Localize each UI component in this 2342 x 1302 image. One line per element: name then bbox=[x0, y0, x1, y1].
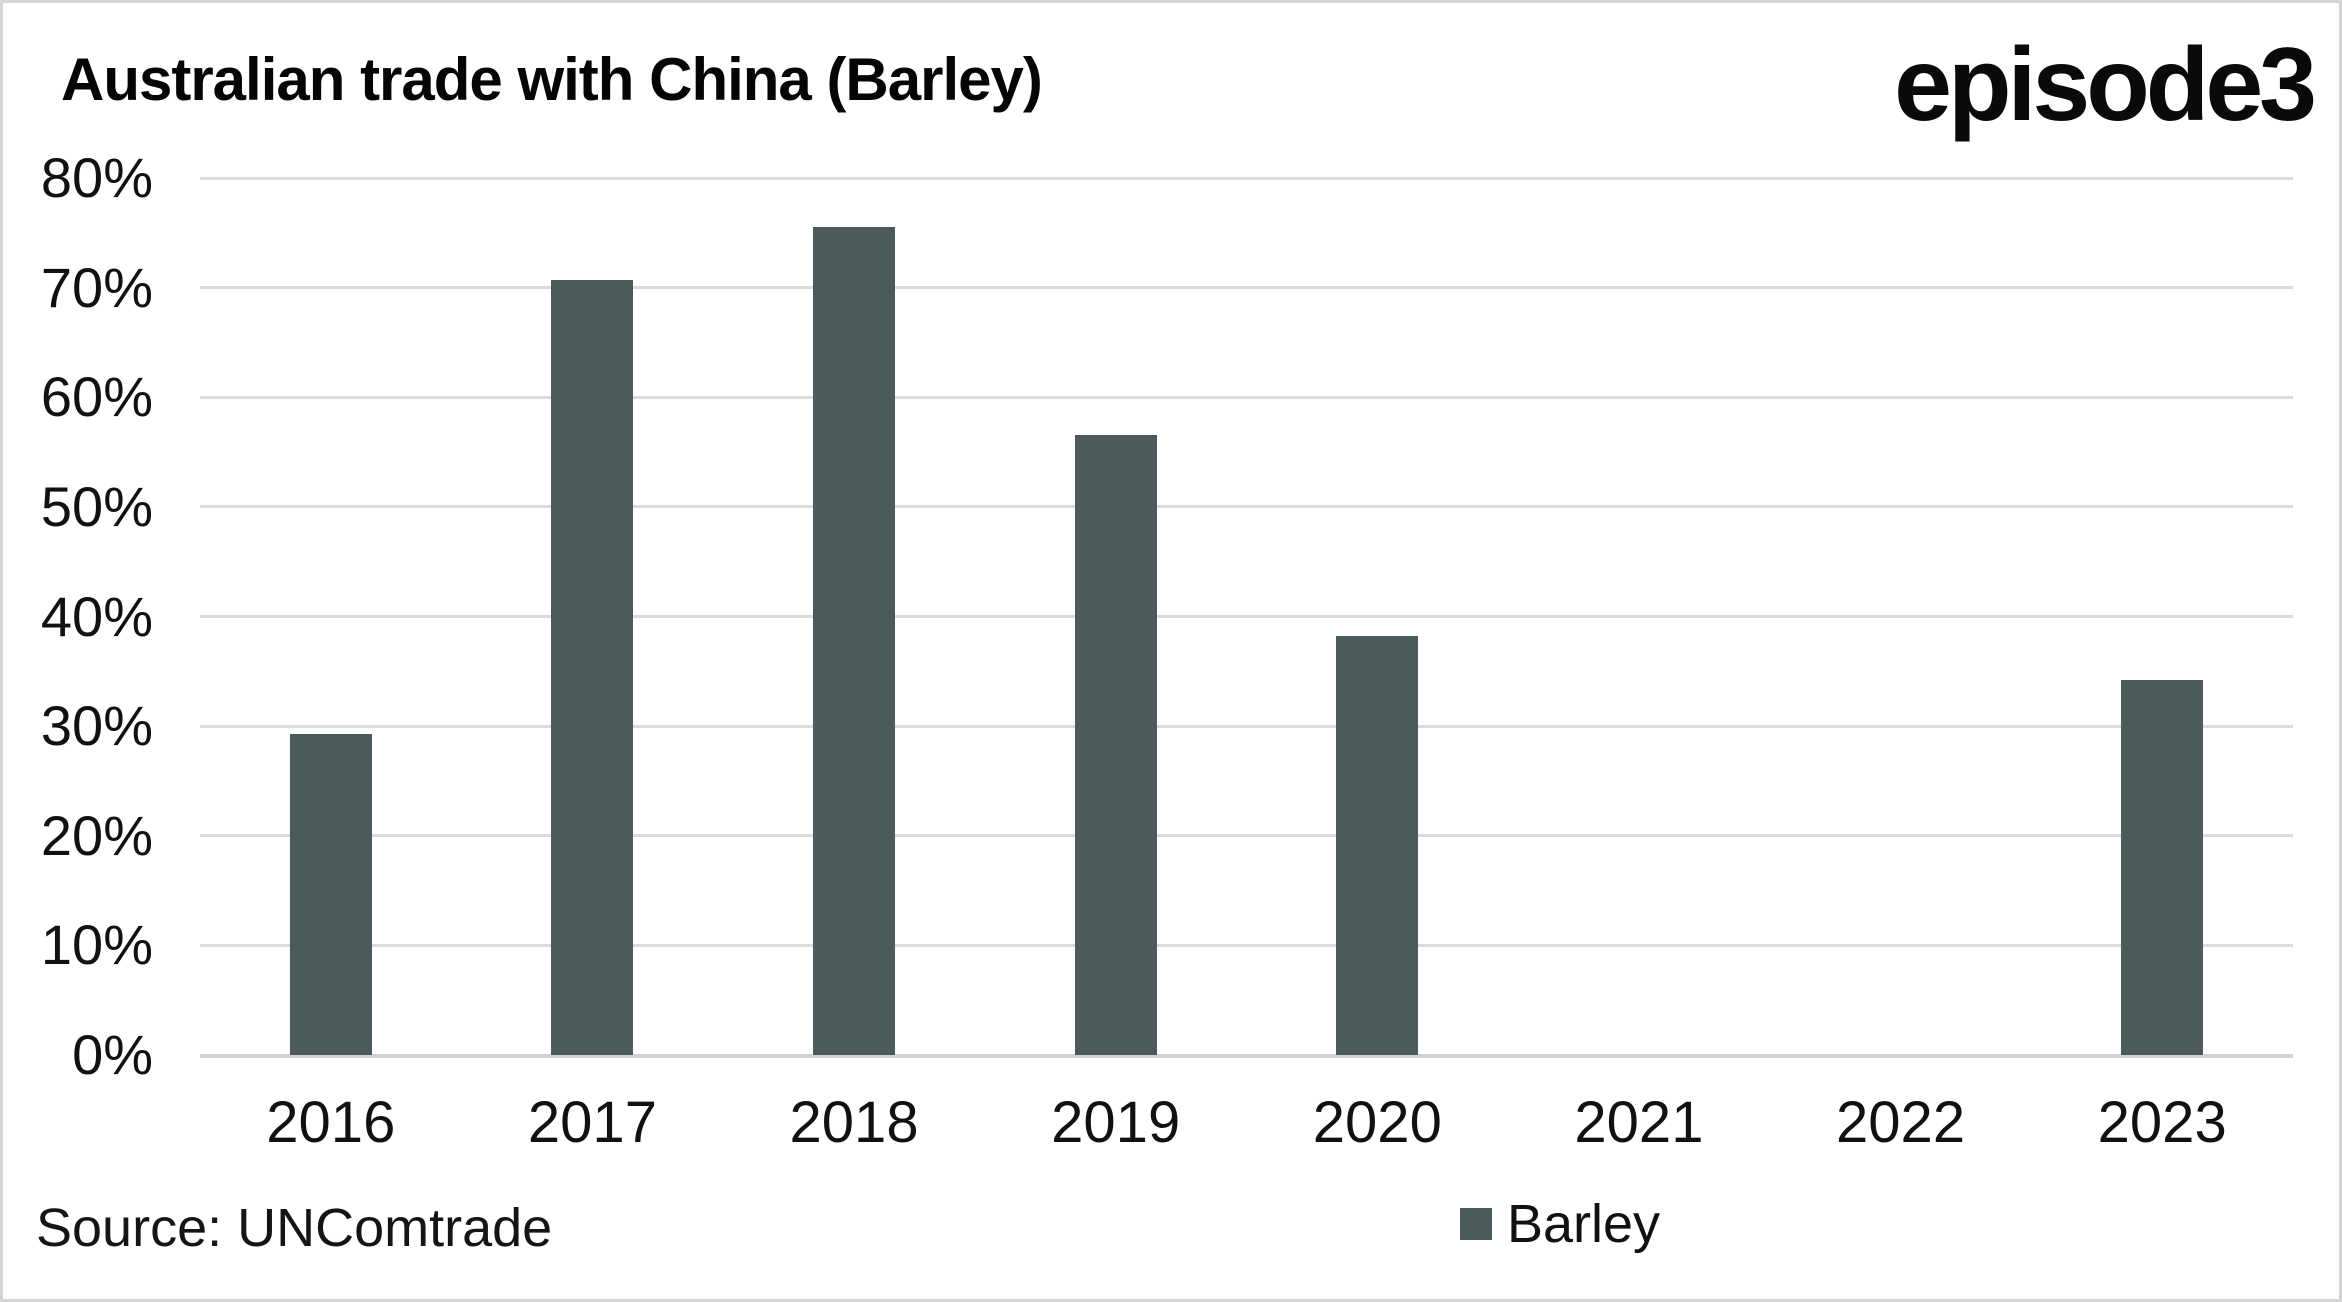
gridline-60 bbox=[200, 395, 2293, 399]
bar-2020 bbox=[1336, 636, 1419, 1055]
plot-area bbox=[200, 176, 2293, 1058]
bar-2018 bbox=[813, 227, 896, 1055]
gridline-40 bbox=[200, 615, 2293, 618]
y-tick-label-70: 70% bbox=[40, 255, 153, 319]
x-tick-label-2021: 2021 bbox=[1574, 1090, 1704, 1155]
bar-2019 bbox=[1074, 434, 1157, 1055]
y-tick-label-80: 80% bbox=[40, 146, 153, 209]
bar-2016 bbox=[289, 733, 372, 1055]
x-tick-label-2016: 2016 bbox=[266, 1090, 396, 1155]
chart-title: Australian trade with China (Barley) bbox=[61, 46, 1043, 113]
gridline-30 bbox=[200, 724, 2293, 728]
x-tick-label-2020: 2020 bbox=[1312, 1090, 1442, 1155]
gridline-20 bbox=[200, 834, 2293, 838]
gridline-80 bbox=[200, 176, 2293, 180]
legend-swatch-icon bbox=[1460, 1208, 1492, 1240]
bar-2017 bbox=[551, 279, 634, 1055]
x-tick-label-2022: 2022 bbox=[1836, 1090, 1966, 1155]
legend-label: Barley bbox=[1507, 1194, 1661, 1254]
episode3-logo: episode3 bbox=[1894, 27, 2317, 143]
bar-2023 bbox=[2121, 680, 2204, 1055]
y-tick-label-20: 20% bbox=[40, 803, 153, 867]
y-tick-label-0: 0% bbox=[72, 1023, 153, 1086]
x-tick-label-2019: 2019 bbox=[1051, 1090, 1181, 1155]
x-tick-label-2023: 2023 bbox=[2097, 1090, 2227, 1155]
y-tick-label-30: 30% bbox=[40, 694, 153, 758]
y-tick-label-60: 60% bbox=[40, 365, 153, 429]
gridline-0 bbox=[200, 1053, 2293, 1058]
gridline-50 bbox=[200, 505, 2293, 509]
gridline-10 bbox=[200, 943, 2293, 947]
x-tick-label-2017: 2017 bbox=[527, 1090, 657, 1155]
y-tick-label-50: 50% bbox=[40, 474, 153, 538]
y-tick-label-10: 10% bbox=[40, 913, 153, 977]
y-tick-label-40: 40% bbox=[40, 584, 153, 648]
legend: Barley bbox=[1460, 1193, 1660, 1255]
x-tick-label-2018: 2018 bbox=[789, 1090, 919, 1155]
x-axis: 2016 2017 2018 2019 2020 2021 2022 2023 bbox=[200, 1089, 2293, 1159]
gridline-70 bbox=[200, 286, 2293, 290]
y-axis: 0% 10% 20% 30% 40% 50% 60% 70% 80% bbox=[3, 148, 153, 1085]
source-note: Source: UNComtrade bbox=[36, 1198, 553, 1258]
